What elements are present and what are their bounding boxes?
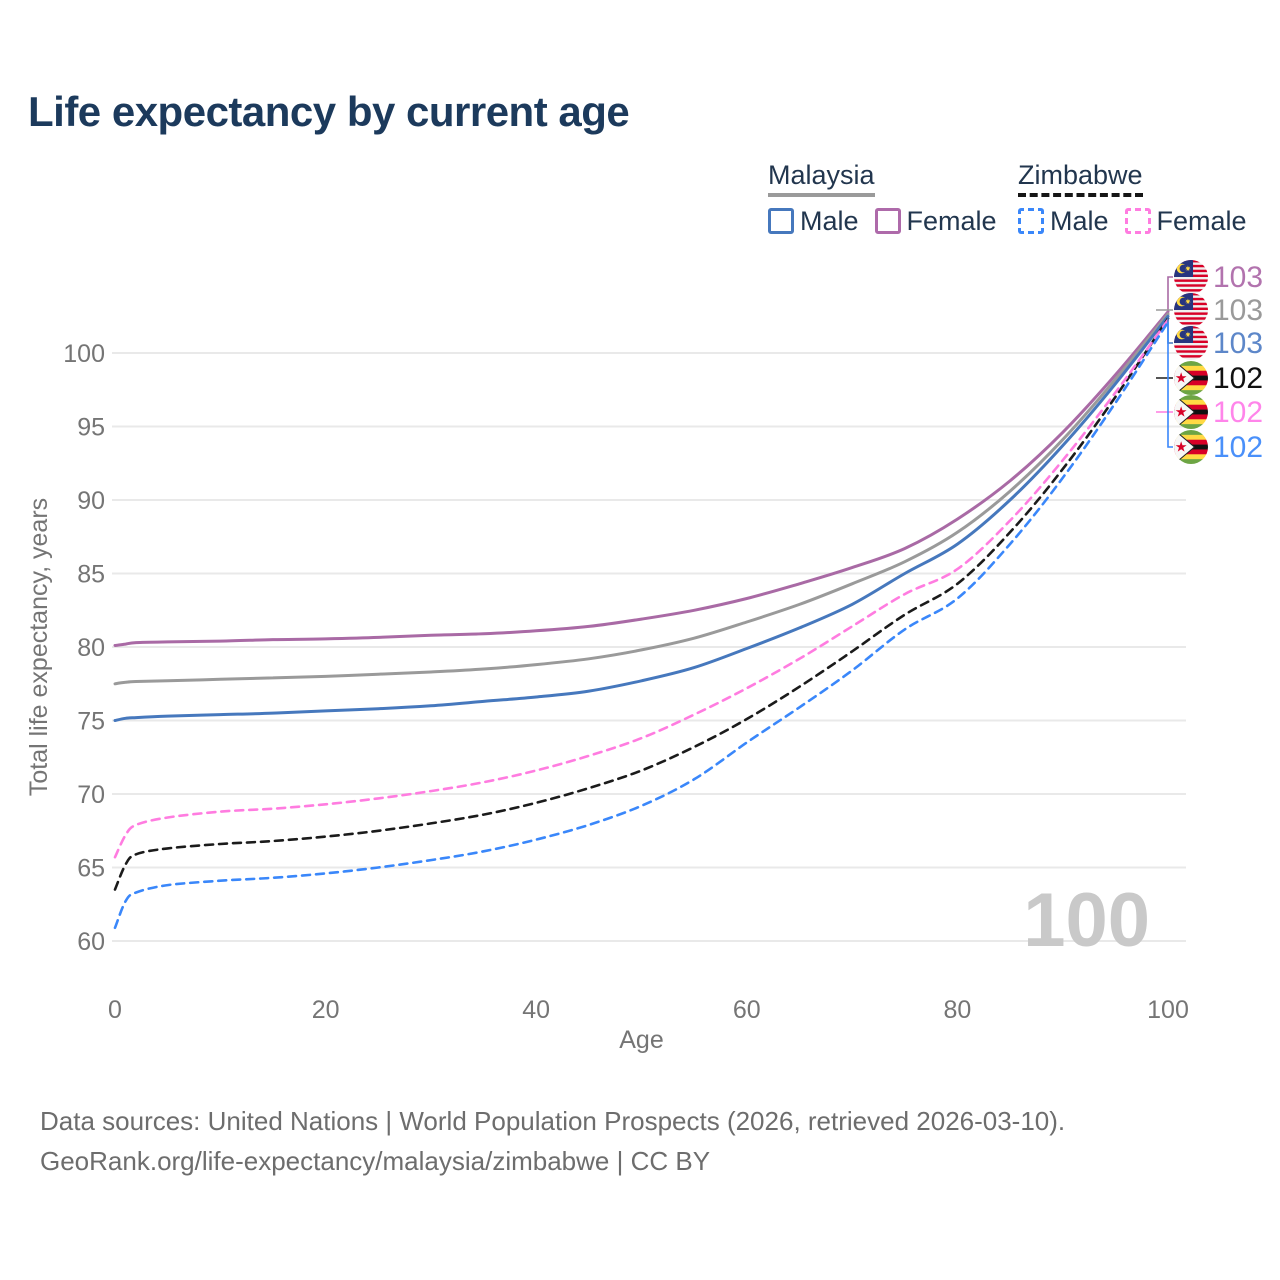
y-tick-label: 75 bbox=[77, 708, 105, 736]
legend-title-zimbabwe: Zimbabwe bbox=[1018, 160, 1143, 197]
malaysia-flag-icon bbox=[1174, 293, 1208, 327]
y-tick-label: 85 bbox=[77, 561, 105, 589]
gridlines bbox=[112, 352, 1186, 942]
malaysia-flag-icon bbox=[1174, 326, 1208, 360]
y-tick-label: 100 bbox=[63, 340, 105, 368]
leader-line-malaysia-female bbox=[1167, 276, 1173, 312]
x-axis-title: Age bbox=[619, 1026, 663, 1054]
x-tick-label: 20 bbox=[312, 996, 340, 1024]
legend-row-zimbabwe: Male Female bbox=[1018, 205, 1263, 237]
footer-attribution: GeoRank.org/life-expectancy/malaysia/zim… bbox=[40, 1146, 711, 1176]
legend-label-malaysia-female[interactable]: Female bbox=[906, 206, 997, 236]
y-tick-label: 95 bbox=[77, 414, 105, 442]
y-axis-title: Total life expectancy, years bbox=[25, 498, 53, 796]
legend-label-zimbabwe-male[interactable]: Male bbox=[1050, 206, 1109, 236]
end-value-malaysia-male: 103 bbox=[1213, 327, 1263, 360]
legend-label-malaysia-male[interactable]: Male bbox=[800, 206, 859, 236]
y-tick-label: 90 bbox=[77, 487, 105, 515]
x-tick-label: 80 bbox=[943, 996, 971, 1024]
legend-group-zimbabwe: Zimbabwe Male Female bbox=[1018, 160, 1263, 237]
zimbabwe-flag-icon bbox=[1174, 430, 1208, 464]
end-value-zimbabwe-female: 102 bbox=[1213, 396, 1263, 429]
legend-title-malaysia: Malaysia bbox=[768, 160, 875, 197]
legend-checkbox-zimbabwe-female[interactable] bbox=[1124, 208, 1151, 234]
y-tick-label: 60 bbox=[77, 928, 105, 956]
x-tick-label: 40 bbox=[522, 996, 550, 1024]
legend-checkbox-malaysia-female[interactable] bbox=[874, 208, 901, 234]
end-value-malaysia-total: 103 bbox=[1213, 294, 1263, 327]
series-line-zimbabwe-total bbox=[113, 317, 1170, 891]
page-title: Life expectancy by current age bbox=[28, 88, 630, 135]
legend-row-malaysia: Male Female bbox=[768, 205, 1013, 237]
y-tick-label: 70 bbox=[77, 781, 105, 809]
end-value-malaysia-female: 103 bbox=[1213, 261, 1263, 294]
end-value-zimbabwe-total: 102 bbox=[1213, 362, 1263, 395]
series-line-malaysia-male bbox=[113, 314, 1170, 722]
series-line-malaysia-total bbox=[113, 312, 1170, 686]
axis-labels: 60 65 70 75 80 85 90 95 100 0 20 40 60 80 100 Age Total … bbox=[25, 340, 1189, 1054]
x-tick-label: 100 bbox=[1147, 996, 1189, 1024]
legend-checkbox-zimbabwe-male[interactable] bbox=[1018, 208, 1044, 234]
zimbabwe-flag-icon bbox=[1174, 361, 1208, 395]
age-watermark: 100 bbox=[1023, 878, 1150, 963]
series-line-malaysia-female bbox=[113, 310, 1170, 647]
legend-label-zimbabwe-female[interactable]: Female bbox=[1156, 206, 1247, 236]
zimbabwe-flag-icon bbox=[1174, 395, 1208, 429]
y-tick-label: 65 bbox=[77, 855, 105, 883]
footer-data-sources: Data sources: United Nations | World Pop… bbox=[40, 1106, 1066, 1136]
end-value-zimbabwe-male: 102 bbox=[1213, 431, 1263, 464]
y-tick-label: 80 bbox=[77, 634, 105, 662]
legend-checkbox-malaysia-male[interactable] bbox=[768, 208, 794, 234]
x-tick-label: 60 bbox=[733, 996, 761, 1024]
malaysia-flag-icon bbox=[1174, 260, 1208, 294]
series-line-zimbabwe-female bbox=[113, 318, 1170, 859]
legend-group-malaysia: Malaysia Male Female bbox=[768, 160, 1013, 237]
x-tick-label: 0 bbox=[108, 996, 122, 1024]
leader-line-zimbabwe-male bbox=[1167, 322, 1173, 448]
series-line-zimbabwe-male bbox=[113, 320, 1170, 930]
